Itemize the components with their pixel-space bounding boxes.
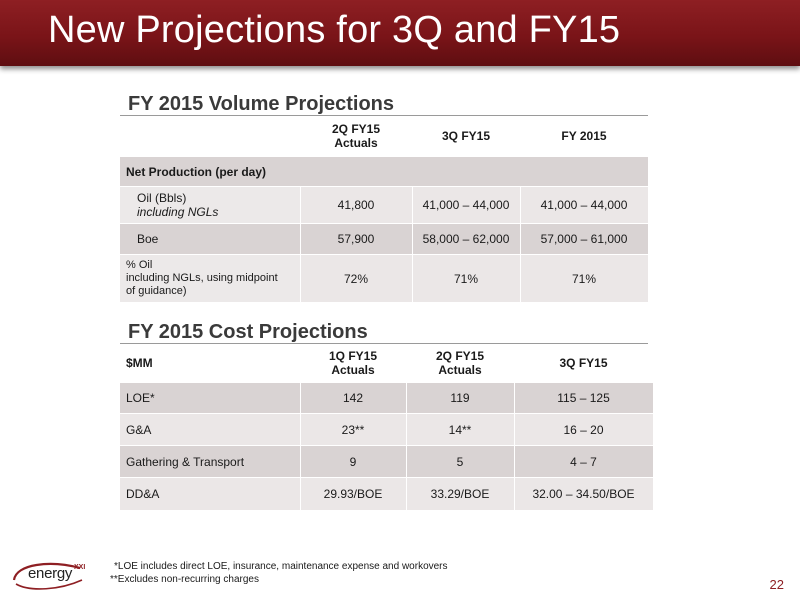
cost-row-label: LOE*	[120, 383, 300, 413]
table-cell: 71%	[520, 255, 648, 302]
table-cell: 41,000 – 44,000	[520, 187, 648, 223]
cost-unit-label: $MM	[126, 356, 153, 370]
column-divider	[514, 383, 515, 510]
table-cell: 14**	[406, 414, 514, 445]
cost-row-label: DD&A	[120, 478, 300, 510]
table-cell: 115 – 125	[514, 383, 653, 413]
table-cell: 23**	[300, 414, 406, 445]
table-cell: 9	[300, 446, 406, 477]
table-cell: 16 – 20	[514, 414, 653, 445]
table-cell: 71%	[412, 255, 520, 302]
volume-row-label: Boe	[120, 224, 300, 254]
column-divider	[300, 187, 301, 302]
title-bar: New Projections for 3Q and FY15	[0, 0, 800, 66]
table-cell: 119	[406, 383, 514, 413]
volume-row-sublabel: including NGLs	[137, 205, 219, 219]
table-cell: 142	[300, 383, 406, 413]
table-cell: 58,000 – 62,000	[412, 224, 520, 254]
column-divider	[406, 383, 407, 510]
table-cell: 57,900	[300, 224, 412, 254]
volume-col-header: 2Q FY15 Actuals	[331, 122, 381, 150]
logo-text: energy	[28, 565, 73, 582]
cost-title-rule	[120, 343, 648, 344]
footnote-loe: *LOE includes direct LOE, insurance, mai…	[114, 561, 448, 572]
volume-group-label: Net Production (per day)	[120, 157, 648, 186]
volume-col-header: FY 2015	[561, 129, 607, 143]
column-divider	[412, 187, 413, 302]
table-cell: 29.93/BOE	[300, 478, 406, 510]
table-cell: 57,000 – 61,000	[520, 224, 648, 254]
volume-col-header: 3Q FY15	[441, 129, 491, 143]
column-divider	[520, 187, 521, 302]
volume-title-rule	[120, 115, 648, 116]
volume-row-label: % Oil including NGLs, using midpoint of …	[120, 255, 300, 302]
table-cell: 41,000 – 44,000	[412, 187, 520, 223]
table-cell: 41,800	[300, 187, 412, 223]
cost-section-title: FY 2015 Cost Projections	[128, 321, 368, 343]
cost-col-header: 2Q FY15 Actuals	[435, 349, 485, 377]
footnote-ga: **Excludes non-recurring charges	[110, 574, 259, 585]
table-cell: 33.29/BOE	[406, 478, 514, 510]
table-cell: 5	[406, 446, 514, 477]
table-cell: 32.00 – 34.50/BOE	[514, 478, 653, 510]
column-divider	[300, 383, 301, 510]
table-cell: 72%	[300, 255, 412, 302]
cost-row-label: Gathering & Transport	[120, 446, 300, 477]
logo-superscript: XXI	[74, 564, 86, 571]
volume-section-title: FY 2015 Volume Projections	[128, 93, 395, 115]
cost-row-label: G&A	[120, 414, 300, 445]
slide-title: New Projections for 3Q and FY15	[48, 9, 621, 51]
volume-row-label-text: Oil (Bbls)	[137, 191, 187, 205]
cost-col-header: 3Q FY15	[559, 356, 608, 370]
table-cell: 4 – 7	[514, 446, 653, 477]
page-number: 22	[769, 577, 784, 592]
volume-row-label: Oil (Bbls) including NGLs	[120, 187, 300, 223]
company-logo: energy XXI	[10, 558, 90, 592]
cost-col-header: 1Q FY15 Actuals	[328, 349, 378, 377]
swoosh-logo-icon	[12, 562, 83, 590]
